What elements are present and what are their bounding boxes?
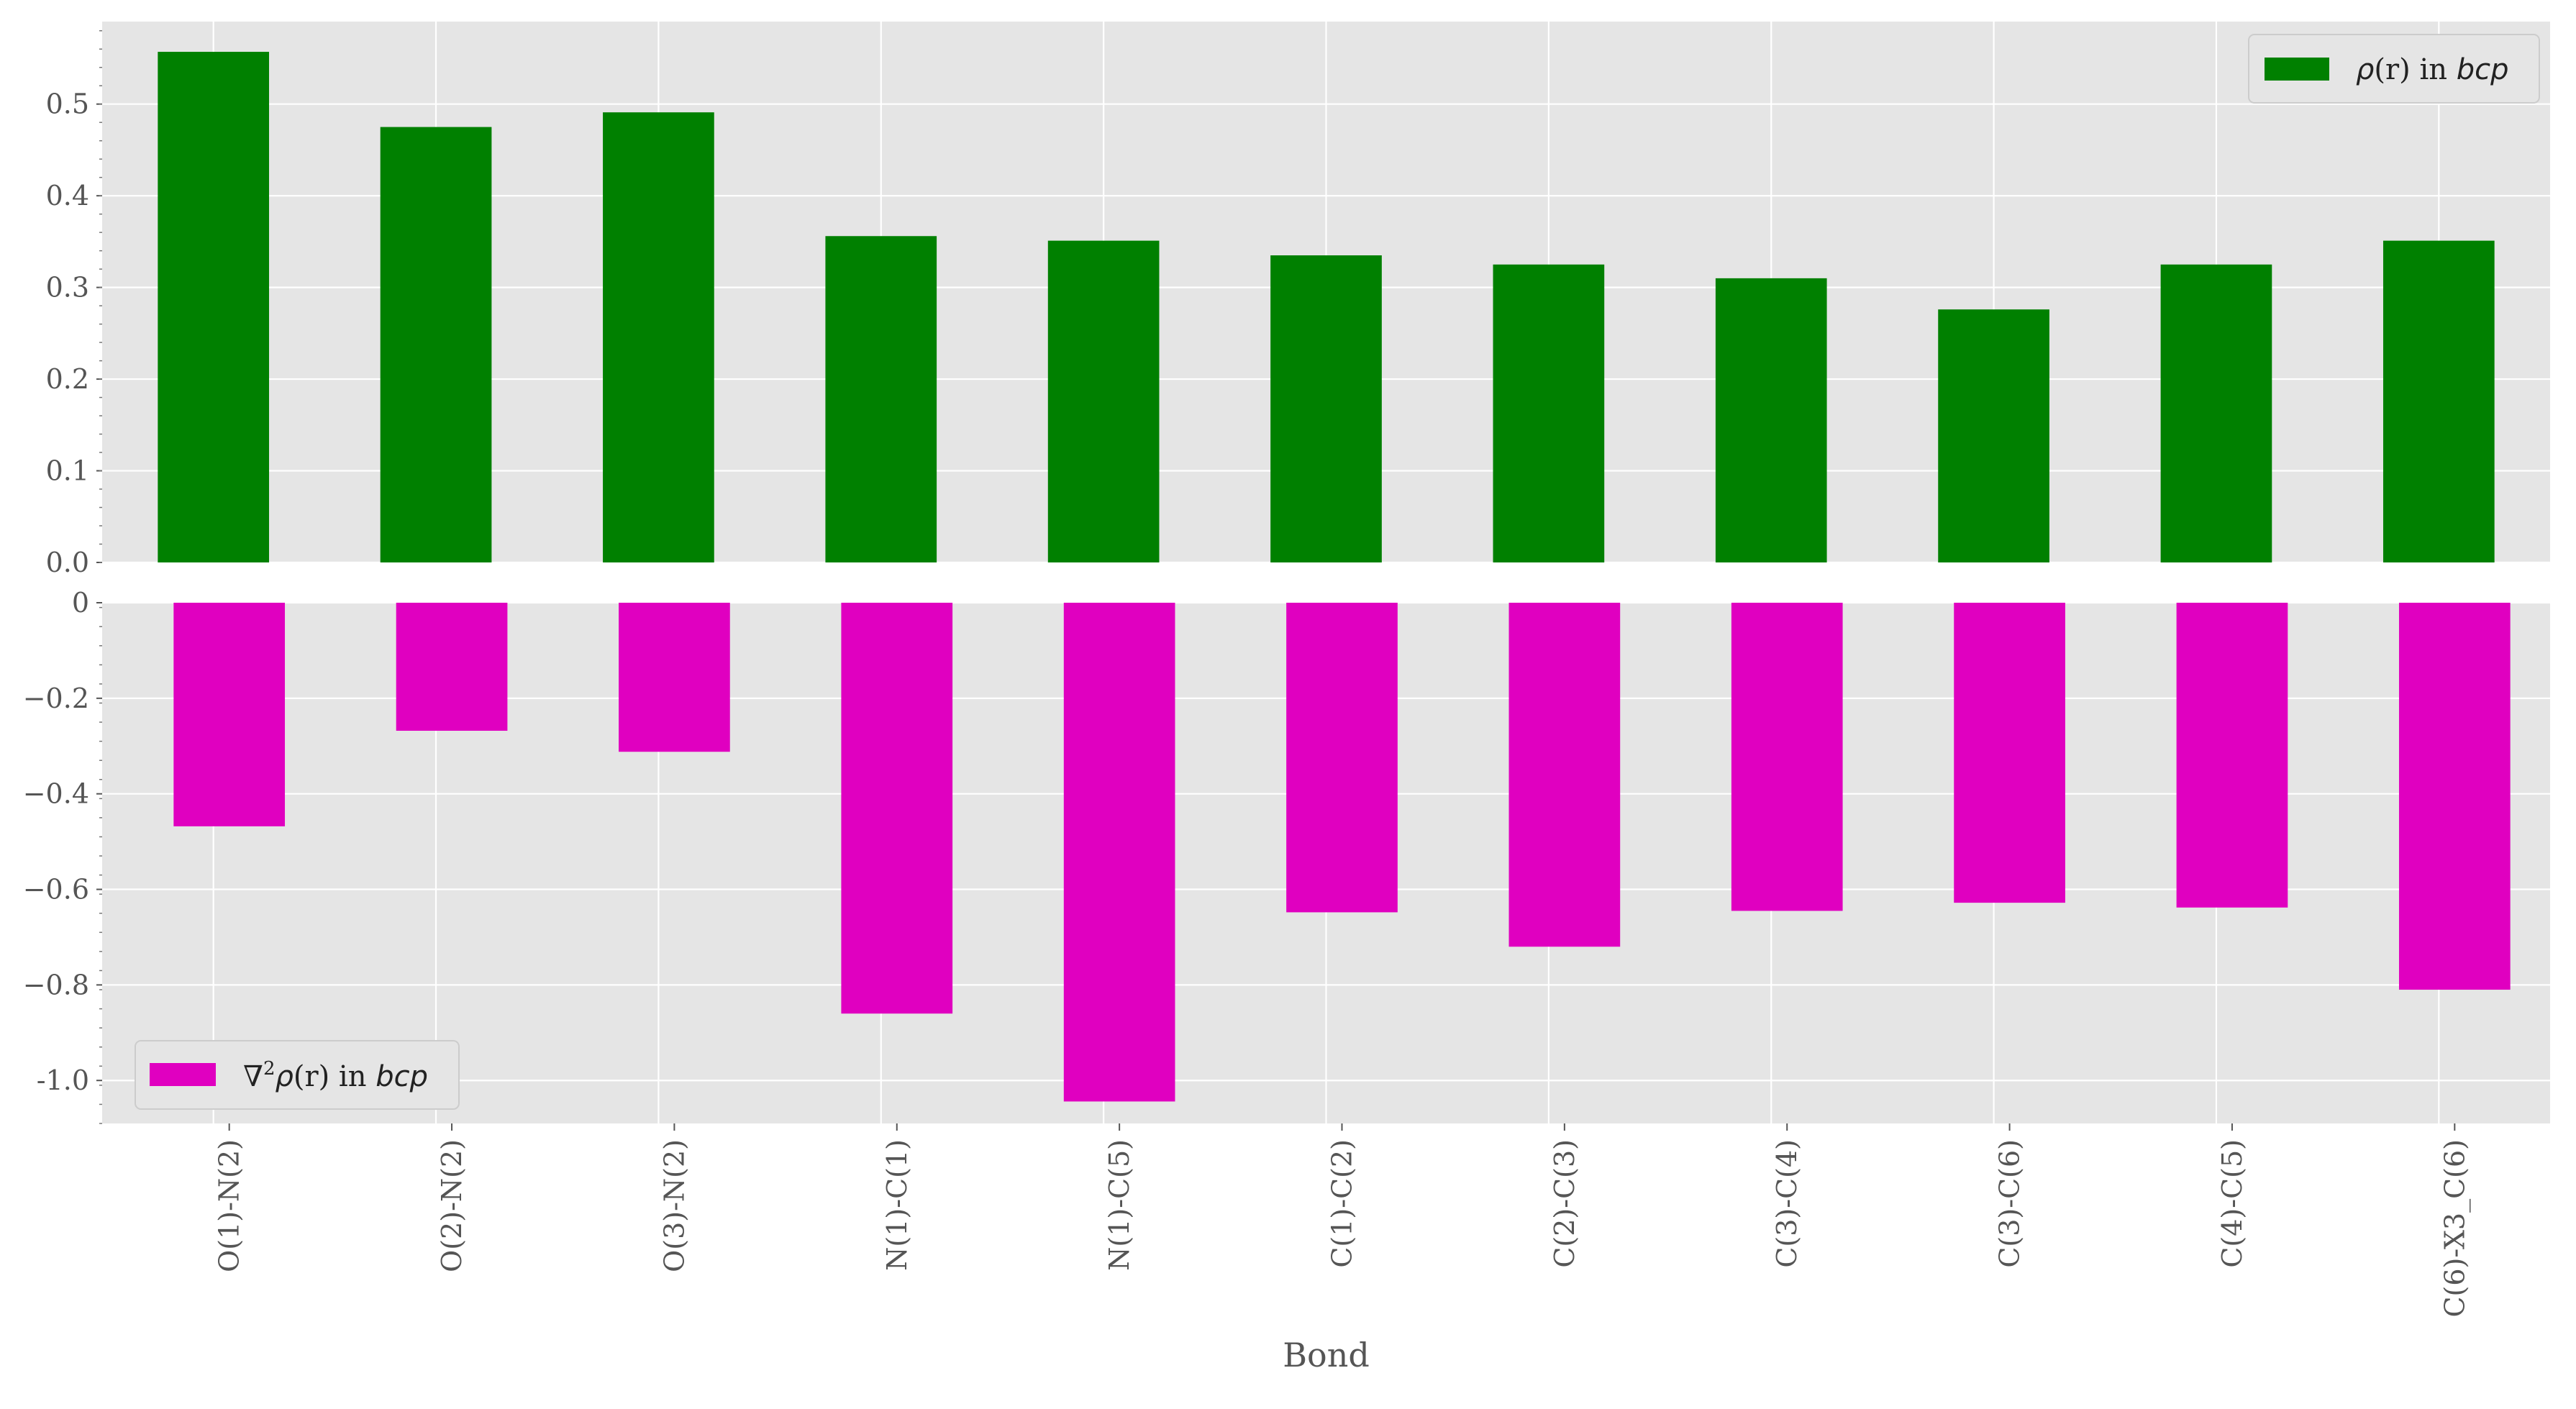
laplacian-legend-swatch — [150, 1063, 216, 1086]
rho-bar — [158, 52, 270, 562]
laplacian-panel: 0 −0.2 −0.4 −0.6 −0.8 -1.0 ∇2ρ(r) in bcp — [23, 587, 2550, 1124]
x-category-label: C(4)-C(5) — [2216, 1139, 2248, 1268]
rho-bar — [1493, 264, 1605, 562]
x-category-label: C(1)-C(2) — [1326, 1139, 1358, 1268]
lap-bar — [173, 603, 286, 826]
x-category-label: C(3)-C(6) — [1994, 1139, 2026, 1268]
lap-ytick-label: -1.0 — [37, 1064, 89, 1096]
laplacian-legend: ∇2ρ(r) in bcp — [135, 1040, 460, 1110]
rho-bar — [1715, 278, 1827, 562]
lap-ytick-label: −0.8 — [23, 969, 89, 1000]
rho-bar — [603, 112, 714, 562]
rho-bar — [1047, 240, 1160, 562]
x-axis: O(1)-N(2) O(2)-N(2) O(3)-N(2) N(1)-C(1) N(1)… — [214, 1123, 2471, 1374]
x-category-label: N(1)-C(1) — [881, 1139, 913, 1271]
laplacian-legend-label: ∇2ρ(r) in bcp — [243, 1058, 428, 1093]
laplacian-legend-frame — [135, 1040, 460, 1110]
rho-bar — [1270, 255, 1382, 562]
lap-bar — [1286, 603, 1398, 913]
rho-ytick-label: 0.3 — [46, 272, 89, 304]
x-category-label: C(2)-C(3) — [1549, 1139, 1580, 1268]
x-category-label: O(2)-N(2) — [436, 1139, 468, 1272]
rho-ytick-label: 0.4 — [46, 180, 89, 211]
lap-bar — [841, 603, 953, 1014]
rho-bar — [2160, 264, 2272, 562]
lap-ytick-label: −0.2 — [23, 683, 89, 714]
lap-ytick-label: 0 — [72, 587, 89, 619]
rho-ytick-label: 0.5 — [46, 88, 89, 120]
rho-legend-frame — [2248, 34, 2540, 104]
x-category-label: C(6)-X3_C(6) — [2439, 1139, 2471, 1318]
lap-bar — [1508, 603, 1621, 947]
rho-bar — [1938, 309, 2049, 562]
lap-bar — [619, 603, 730, 752]
lap-bar — [2176, 603, 2288, 908]
rho-ytick-label: 0.0 — [46, 547, 89, 578]
rho-legend-label: ρ(r) in bcp — [2356, 53, 2509, 86]
rho-panel: 0.0 0.1 0.2 0.3 0.4 0.5 ρ(r) in bcp — [46, 22, 2550, 578]
lap-ytick-label: −0.4 — [23, 778, 89, 810]
x-category-label: N(1)-C(5) — [1103, 1139, 1135, 1271]
rho-ytick-label: 0.1 — [46, 455, 89, 487]
lap-bar — [1954, 603, 2065, 903]
rho-bar — [825, 236, 937, 562]
x-axis-title: Bond — [1283, 1336, 1370, 1374]
rho-bar — [380, 127, 492, 562]
lap-bar — [2398, 603, 2511, 990]
x-category-label: O(3)-N(2) — [658, 1139, 690, 1272]
lap-ytick-label: −0.6 — [23, 874, 89, 906]
x-category-label: O(1)-N(2) — [214, 1139, 245, 1272]
lap-bar — [1731, 603, 1843, 911]
rho-bar — [2382, 240, 2495, 562]
lap-bar — [396, 603, 508, 731]
rho-legend-swatch — [2265, 58, 2329, 81]
rho-legend: ρ(r) in bcp — [2248, 34, 2540, 104]
x-category-label: C(3)-C(4) — [1771, 1139, 1803, 1268]
rho-ytick-label: 0.2 — [46, 363, 89, 395]
lap-bar — [1063, 603, 1175, 1102]
